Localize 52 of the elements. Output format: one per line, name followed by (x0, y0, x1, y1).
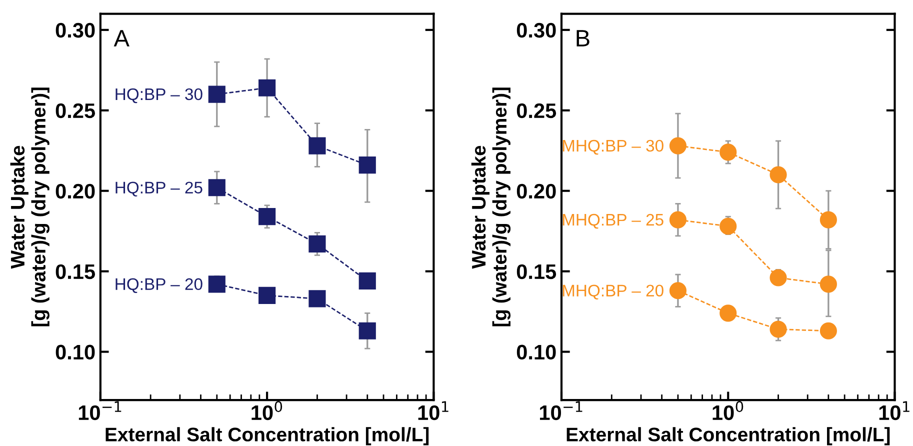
point (669, 137, 687, 154)
point (770, 320, 787, 338)
point (208, 86, 226, 103)
y-tick-label: 0.20 (56, 184, 95, 199)
y-tick-label: 0.30 (56, 22, 95, 38)
annotation: A (114, 30, 130, 46)
y-tick-label: 0.30 (516, 22, 556, 38)
series-label: HQ:BP – 20 (116, 278, 202, 294)
y-axis-title: Water Uptake [g (water)/g (dry polymer)] (471, 88, 511, 326)
point (770, 166, 787, 184)
point (258, 79, 276, 96)
point (208, 179, 226, 196)
point (720, 218, 737, 235)
point (770, 269, 787, 286)
point (358, 322, 376, 340)
annotation: B (576, 30, 590, 46)
point (358, 272, 376, 290)
point (258, 208, 276, 226)
point (720, 304, 737, 322)
x-tick-label: 10$^{1}$ (418, 401, 448, 420)
point (820, 276, 837, 293)
x-tick-label: 10$^{−1}$ (540, 401, 582, 420)
series-label: HQ:BP – 25 (116, 182, 202, 196)
y-tick-label: 0.15 (516, 264, 556, 280)
y-tick-label: 0.25 (516, 103, 556, 118)
point (308, 137, 326, 154)
point (308, 235, 326, 252)
point (720, 144, 737, 161)
y-tick-label: 0.20 (516, 184, 556, 199)
point (358, 156, 376, 174)
series-label: MHQ:BP – 30 (562, 140, 664, 155)
x-axis-title: External Salt Concentration [mol/L] (106, 427, 429, 446)
series-label: MHQ:BP – 25 (562, 214, 664, 229)
x-axis-title: External Salt Concentration [mol/L] (566, 427, 890, 446)
y-axis-title: Water Uptake [g (water)/g (dry polymer)] (10, 88, 50, 326)
y-tick-label: 0.15 (56, 264, 95, 280)
series-label: HQ:BP – 30 (116, 88, 202, 104)
series-label: MHQ:BP – 20 (562, 284, 664, 300)
point (669, 282, 687, 300)
x-tick-label: 10$^{0}$ (712, 401, 744, 420)
point (820, 211, 837, 228)
x-tick-label: 10$^{0}$ (252, 401, 282, 420)
point (820, 322, 837, 340)
point (208, 276, 226, 293)
y-tick-label: 0.10 (56, 344, 95, 360)
point (258, 286, 276, 304)
point (308, 290, 326, 308)
y-tick-label: 0.10 (516, 344, 556, 360)
x-tick-label: 10$^{1}$ (879, 401, 910, 420)
y-tick-label: 0.25 (56, 103, 95, 118)
x-tick-label: 10$^{−1}$ (78, 401, 122, 420)
point (669, 211, 687, 228)
